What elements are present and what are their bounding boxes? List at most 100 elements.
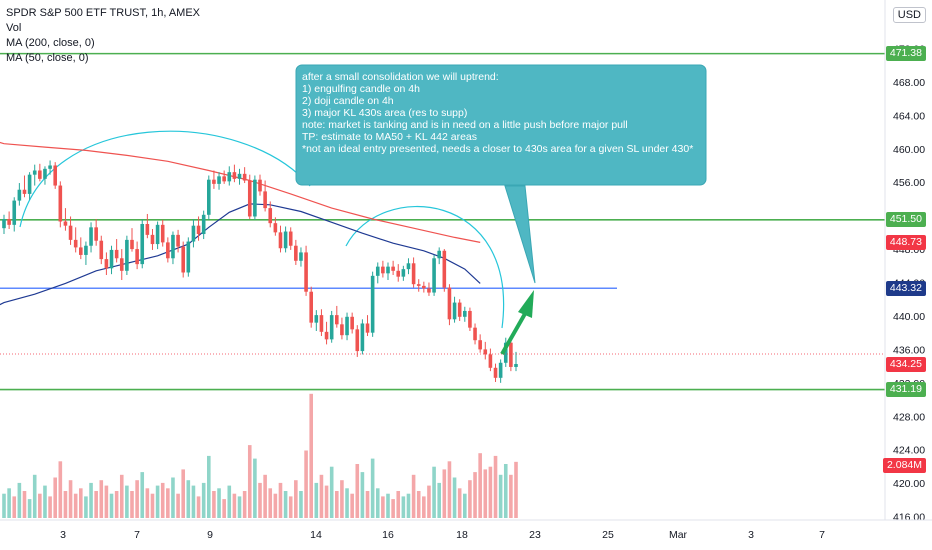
candle-body — [416, 284, 421, 286]
volume-bar — [125, 485, 129, 518]
x-tick-label: 3 — [748, 529, 754, 541]
volume-bar — [176, 493, 180, 518]
volume-bar — [84, 496, 88, 518]
y-tick-label: 436.00 — [893, 344, 925, 356]
candle-body — [422, 285, 426, 289]
candle-body — [89, 227, 93, 246]
volume-bar — [217, 488, 221, 518]
volume-bar — [114, 491, 119, 518]
volume-bar — [258, 482, 262, 518]
volume-bar — [140, 472, 145, 518]
volume-bar — [432, 466, 436, 518]
volume-bar — [304, 450, 308, 518]
candle-body — [391, 266, 395, 271]
volume-bar — [130, 491, 134, 518]
candle-body — [191, 225, 196, 242]
candle-body — [232, 172, 237, 179]
volume-bar — [437, 482, 441, 518]
candle-body — [406, 263, 411, 270]
price-tag: 451.50 — [885, 212, 926, 228]
volume-bar — [27, 499, 32, 518]
currency-button[interactable]: USD — [892, 7, 926, 23]
candle-body — [53, 165, 57, 186]
y-tick-label: 440.00 — [893, 311, 925, 323]
y-tick-label: 464.00 — [893, 110, 925, 122]
ma50-line — [0, 203, 481, 306]
candle-body — [27, 174, 32, 194]
volume-bar — [329, 466, 334, 518]
volume-bar — [335, 491, 339, 518]
candle-body — [68, 225, 73, 240]
candle-body — [329, 315, 334, 340]
volume-bar — [38, 493, 42, 518]
candle-body — [155, 224, 160, 245]
volume-bar — [422, 496, 426, 518]
x-tick-label: 18 — [456, 529, 468, 541]
candle-body — [483, 349, 488, 355]
volume-bar — [457, 488, 462, 518]
candle-body — [396, 270, 401, 277]
volume-bar — [396, 491, 401, 518]
volume-bar — [89, 482, 93, 518]
candle-body — [242, 173, 247, 181]
volume-bar — [201, 482, 206, 518]
volume-bar — [391, 499, 395, 518]
candle-body — [283, 231, 288, 249]
y-axis: 416.00420.00424.00428.00432.00436.00440.… — [884, 0, 925, 524]
callout-line: TP: estimate to MA50 + KL 442 areas — [302, 131, 477, 143]
candle-body — [386, 266, 390, 274]
candle-body — [125, 239, 129, 271]
volume-bar — [509, 474, 513, 518]
volume-bar — [493, 455, 498, 518]
candle-body — [345, 316, 349, 336]
candle-body — [171, 234, 175, 259]
x-tick-label: 16 — [382, 529, 394, 541]
candle-body — [411, 263, 416, 285]
candle-body — [32, 170, 37, 175]
volume-bar — [160, 482, 165, 518]
x-tick-label: 7 — [819, 529, 825, 541]
volume-bar — [227, 485, 232, 518]
candle-body — [130, 239, 134, 250]
candle-body — [212, 179, 216, 184]
candle-body — [222, 176, 226, 182]
volume-bar — [365, 491, 370, 518]
volume-bar — [288, 496, 293, 518]
volume-bar — [503, 464, 508, 518]
volume-bar — [375, 488, 380, 518]
candle-body — [381, 266, 385, 274]
candle-body — [84, 245, 88, 255]
volume-bar — [411, 474, 416, 518]
volume-bar — [488, 466, 493, 518]
candle-body — [2, 218, 6, 229]
candle-body — [309, 291, 313, 323]
arc-left — [19, 130, 311, 228]
volume-bar — [253, 458, 257, 518]
price-tag: 448.73 — [885, 235, 926, 251]
volume-bar — [468, 480, 472, 518]
candle-body — [104, 259, 109, 269]
candle-body — [432, 258, 436, 293]
y-tick-label: 428.00 — [893, 411, 925, 423]
volume-bar — [247, 445, 252, 518]
volume-bar — [309, 393, 313, 518]
volume-bar — [263, 474, 267, 518]
candle-body — [22, 189, 27, 194]
candle-body — [43, 168, 47, 179]
candle-body — [135, 249, 139, 265]
volume-bar — [447, 461, 452, 518]
legend: SPDR S&P 500 ETF TRUST, 1h, AMEX Vol MA … — [6, 6, 200, 66]
candle-body — [335, 315, 339, 325]
candle-body — [237, 173, 242, 179]
volume-bar — [237, 496, 242, 518]
volume-bar — [483, 469, 488, 518]
volume-bar — [186, 480, 191, 518]
candle-body — [160, 224, 165, 243]
candle-body — [196, 225, 201, 235]
candle-body — [258, 179, 262, 192]
volume-bar — [268, 488, 273, 518]
candle-body — [447, 287, 452, 320]
candle-body — [268, 208, 273, 224]
candle-body — [247, 180, 252, 217]
